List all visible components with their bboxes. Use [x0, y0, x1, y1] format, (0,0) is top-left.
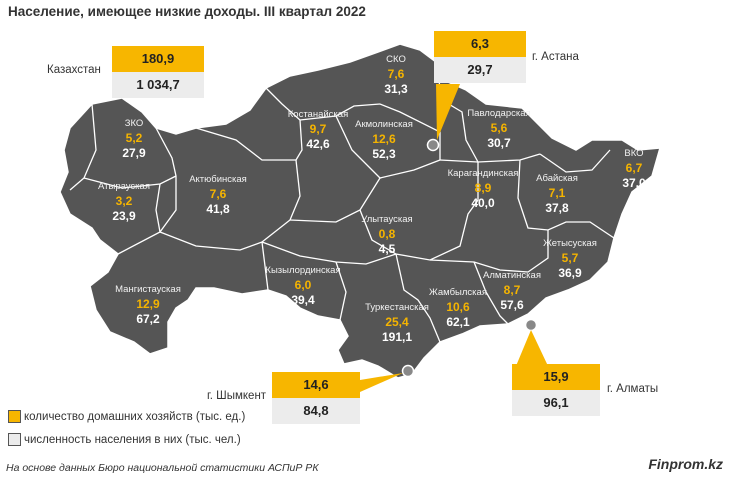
astana-callout: 6,3 29,7 — [434, 31, 526, 83]
region-population: 42,6 — [306, 137, 330, 151]
region-population: 191,1 — [382, 330, 412, 344]
legend-population-label: численность населения в них (тыс. чел.) — [24, 433, 241, 446]
region-households: 6,7 — [626, 161, 643, 175]
region-population: 67,2 — [136, 312, 160, 326]
region-name: ЗКО — [125, 118, 144, 129]
brand-logo: Finprom.kz — [648, 456, 723, 472]
astana-label: г. Астана — [532, 51, 579, 63]
region-households: 8,7 — [504, 283, 521, 297]
almaty-marker — [524, 318, 538, 332]
region-name: СКО — [386, 54, 406, 65]
shymkent-population: 84,8 — [272, 398, 360, 424]
shymkent-label: г. Шымкент — [207, 390, 267, 402]
astana-households: 6,3 — [434, 31, 526, 57]
region-population: 27,9 — [122, 146, 146, 160]
region-name: Абайская — [536, 173, 578, 184]
region-households: 5,6 — [491, 121, 508, 135]
legend-households: количество домашних хозяйств (тыс. ед.) — [8, 410, 245, 423]
region-name: Акмолинская — [355, 119, 413, 130]
astana-marker — [426, 138, 440, 152]
legend-households-swatch — [8, 410, 21, 423]
almaty-population: 96,1 — [512, 390, 600, 416]
region-households: 5,7 — [562, 251, 579, 265]
almaty-label: г. Алматы — [607, 383, 659, 395]
region-population: 40,0 — [471, 196, 495, 210]
region-name: Кызылординская — [265, 265, 340, 276]
region-name: Актюбинская — [189, 174, 247, 185]
almaty-callout: 15,9 96,1 — [512, 364, 600, 416]
shymkent-callout: 14,6 84,8 — [272, 372, 360, 424]
shymkent-households: 14,6 — [272, 372, 360, 398]
region-households: 3,2 — [116, 194, 133, 208]
region-households: 6,0 — [295, 278, 312, 292]
source-note: На основе данных Бюро национальной стати… — [6, 462, 319, 474]
region-population: 39,4 — [291, 293, 315, 307]
region-households: 7,1 — [549, 186, 566, 200]
region-name: Жетысуская — [543, 238, 597, 249]
region-name: Атырауская — [98, 181, 150, 192]
kazakhstan-callout: 180,9 1 034,7 — [112, 46, 204, 98]
region-households: 12,9 — [136, 297, 160, 311]
region-name: Жамбылская — [429, 287, 487, 298]
region-households: 10,6 — [446, 300, 470, 314]
kazakhstan-population: 1 034,7 — [112, 72, 204, 98]
region-households: 9,7 — [310, 122, 327, 136]
kazakhstan-label: Казахстан — [47, 64, 101, 76]
shymkent-marker — [401, 364, 415, 378]
region-name: Мангистауская — [115, 284, 181, 295]
legend-population-swatch — [8, 433, 21, 446]
legend-population: численность населения в них (тыс. чел.) — [8, 433, 241, 446]
region-population: 57,6 — [500, 298, 524, 312]
astana-pointer — [436, 84, 460, 140]
region-name: Улытауская — [361, 214, 412, 225]
astana-population: 29,7 — [434, 57, 526, 83]
region-population: 37,8 — [545, 201, 569, 215]
region-population: 37,0 — [622, 176, 646, 190]
region-households: 25,4 — [385, 315, 409, 329]
region-borders — [69, 61, 615, 343]
region-population: 23,9 — [112, 209, 136, 223]
shymkent-pointer — [360, 373, 403, 392]
region-name: Алматинская — [483, 270, 541, 281]
region-population: 52,3 — [372, 147, 396, 161]
region-households: 5,2 — [126, 131, 143, 145]
region-name: Костанайская — [288, 109, 348, 120]
region-households: 7,6 — [388, 67, 405, 81]
region-population: 30,7 — [487, 136, 511, 150]
almaty-pointer — [516, 330, 548, 366]
region-households: 8,9 — [475, 181, 492, 195]
region-labels: ЗКО 5,227,9 Атырауская 3,223,9 Мангистауская… — [98, 54, 646, 344]
kazakhstan-households: 180,9 — [112, 46, 204, 72]
region-households: 7,6 — [210, 187, 227, 201]
region-name: Карагандинская — [448, 168, 519, 179]
legend-households-label: количество домашних хозяйств (тыс. ед.) — [24, 410, 246, 423]
region-population: 36,9 — [558, 266, 582, 280]
region-population: 4,5 — [379, 242, 396, 256]
region-name: Туркестанская — [365, 302, 429, 313]
region-households: 0,8 — [379, 227, 396, 241]
page-title: Население, имеющее низкие доходы. III кв… — [8, 4, 366, 19]
region-name: ВКО — [624, 148, 643, 159]
region-households: 12,6 — [372, 132, 396, 146]
region-population: 62,1 — [446, 315, 470, 329]
region-population: 31,3 — [384, 82, 408, 96]
region-name: Павлодарская — [467, 108, 530, 119]
almaty-households: 15,9 — [512, 364, 600, 390]
region-population: 41,8 — [206, 202, 230, 216]
